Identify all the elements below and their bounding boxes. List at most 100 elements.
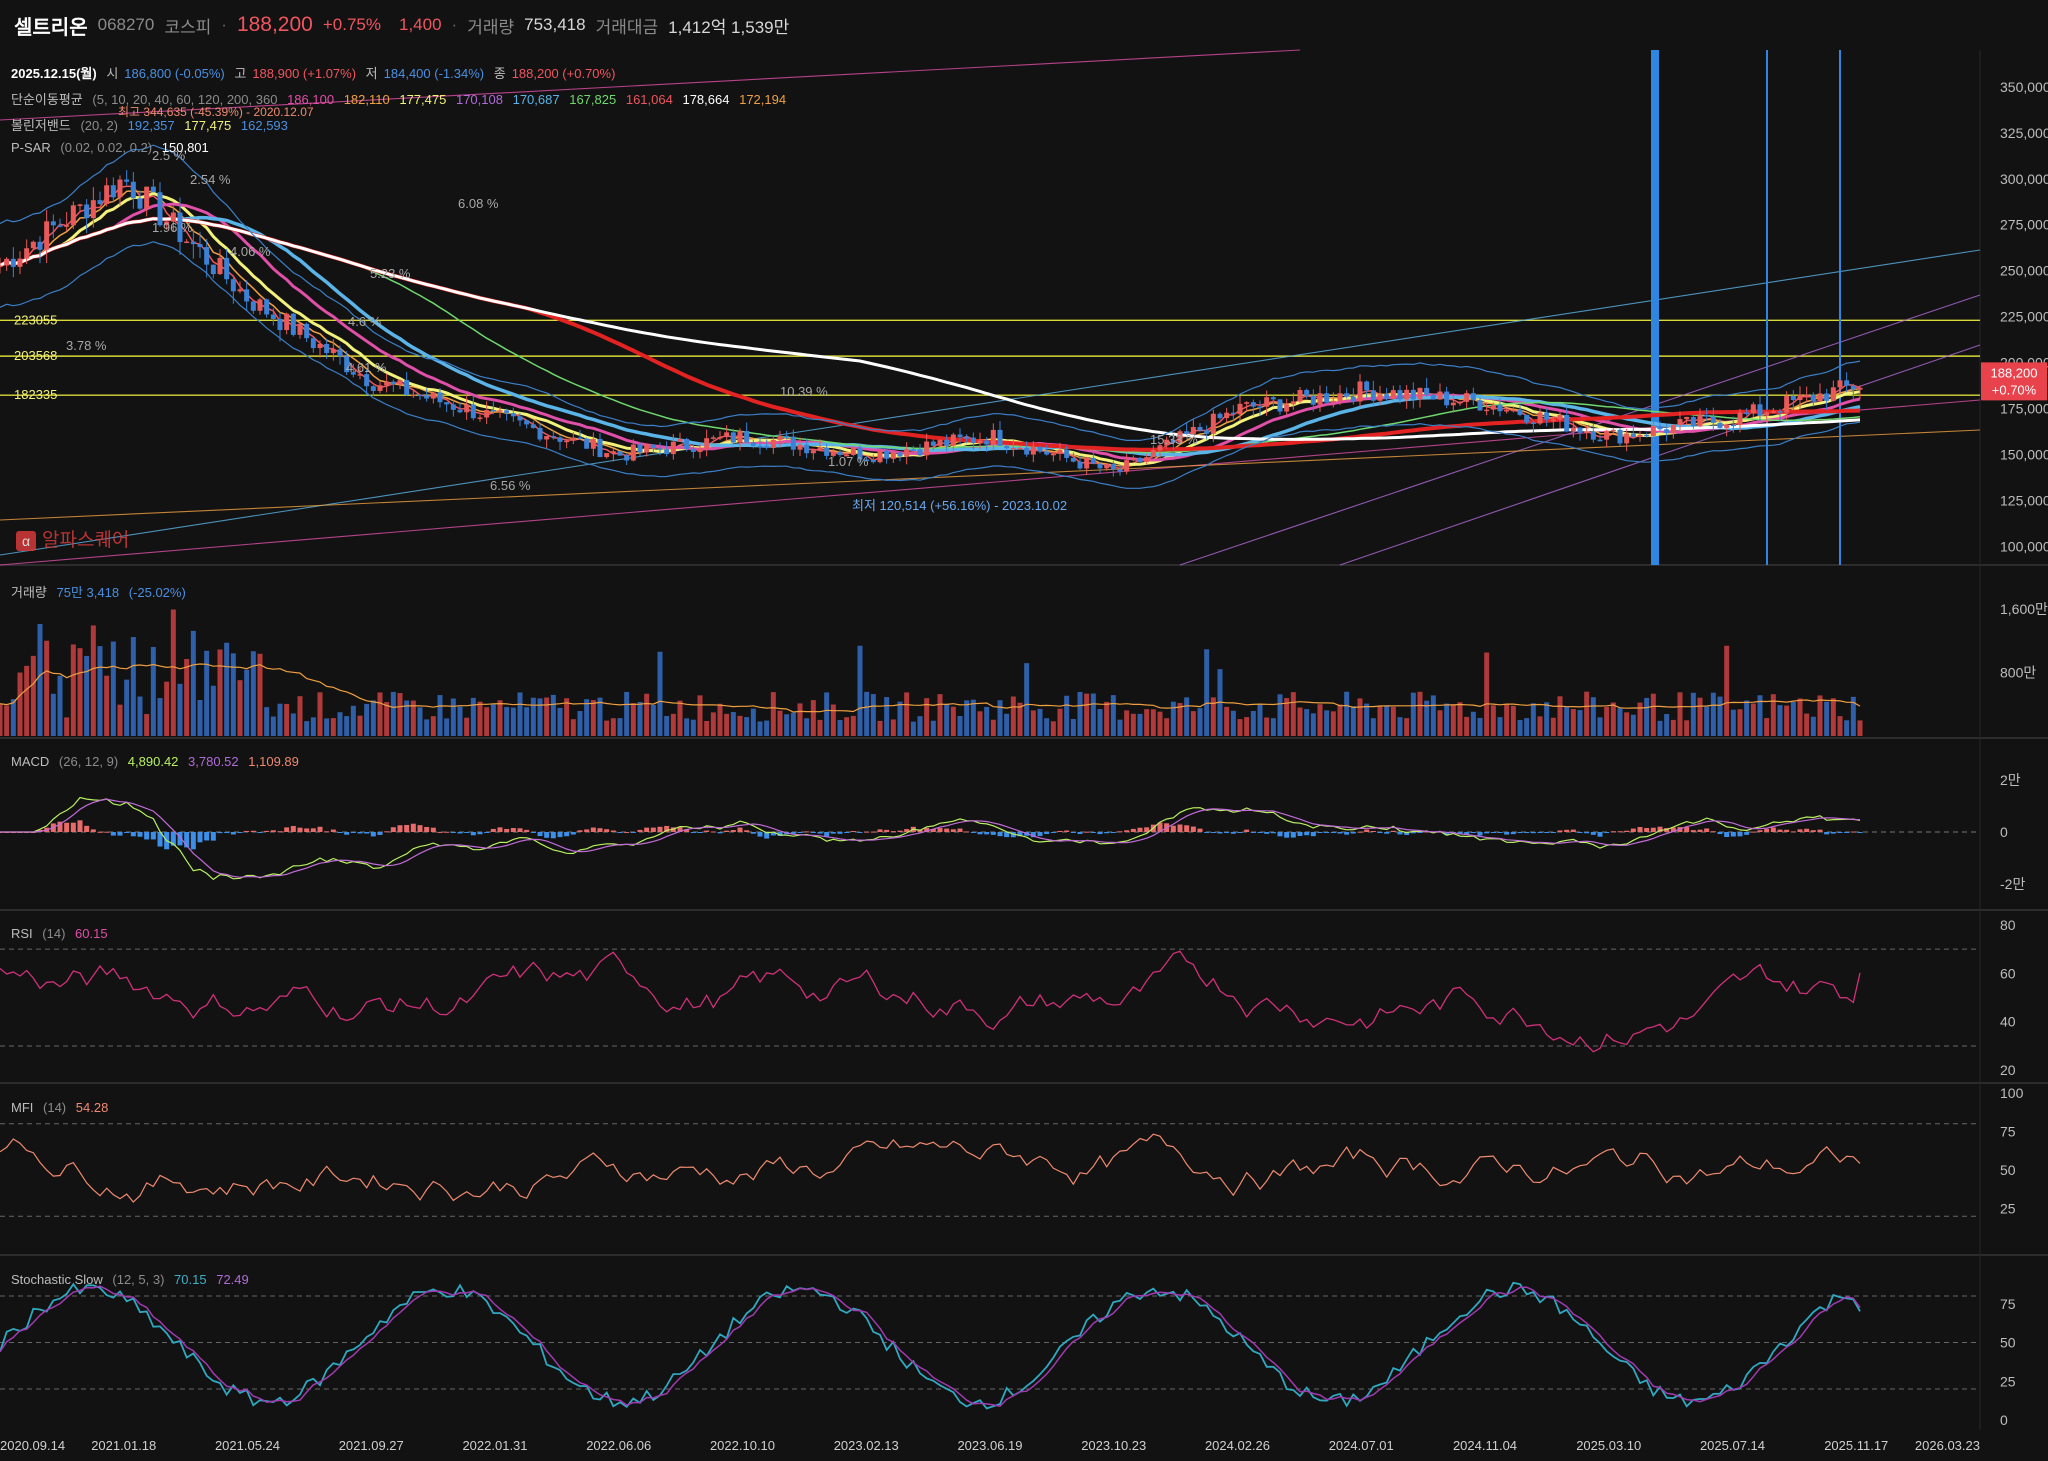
macd-histogram-bar <box>110 832 116 836</box>
candle-body <box>710 437 716 439</box>
candle-body <box>1124 460 1130 472</box>
macd-histogram-bar <box>1797 829 1803 832</box>
volume-bar <box>937 694 943 736</box>
stock-code: 068270 <box>97 15 155 34</box>
macd-histogram-bar <box>644 827 650 832</box>
candle-body <box>550 436 556 438</box>
rsi-axis-tick-label: 20 <box>2000 1062 2016 1078</box>
candle-body <box>1437 391 1443 400</box>
volume-bar <box>370 700 376 736</box>
candle-body <box>1297 390 1303 402</box>
volume-bar <box>1310 713 1316 736</box>
macd-histogram-bar <box>730 830 736 832</box>
candle-body <box>1170 439 1176 443</box>
bollinger-legend: 볼린저밴드 (20, 2) 192,357 177,475 162,593 <box>11 115 294 134</box>
volume-bar <box>757 721 763 736</box>
macd-histogram-bar <box>864 831 870 833</box>
macd-histogram-bar <box>184 832 190 848</box>
macd-histogram-bar <box>1577 832 1583 833</box>
volume-bar <box>1444 703 1450 736</box>
macd-histogram-bar <box>1037 832 1043 837</box>
volume-bar <box>1730 709 1736 736</box>
macd-histogram-bar <box>1657 826 1663 832</box>
macd-histogram-bar <box>1397 832 1403 835</box>
candle-body <box>504 410 510 414</box>
x-axis-tick-label: 2023.10.23 <box>1081 1438 1146 1453</box>
candle-body <box>1650 425 1656 436</box>
volume-bar <box>1630 714 1636 736</box>
volume-bar <box>1257 704 1263 736</box>
retracement-label: 6.08 % <box>458 196 499 211</box>
volume-bar <box>37 623 43 736</box>
macd-histogram-bar <box>1457 832 1463 835</box>
macd-histogram-bar <box>1737 832 1743 837</box>
macd-histogram-bar <box>1344 832 1350 835</box>
volume-bar <box>1164 718 1170 736</box>
macd-histogram-bar <box>504 828 510 832</box>
volume-bar <box>1117 719 1123 736</box>
macd-histogram-bar <box>1384 832 1390 834</box>
macd-histogram-bar <box>984 832 990 835</box>
candle-body <box>444 402 450 405</box>
volume-bar <box>1490 705 1496 736</box>
macd-histogram-bar <box>737 827 743 832</box>
candle-body <box>124 179 130 182</box>
candle-body <box>1164 439 1170 446</box>
current-price: 188,200 <box>236 13 313 36</box>
market-label: 코스피 <box>164 17 212 37</box>
volume-bar <box>164 681 170 736</box>
candle-body <box>397 380 403 385</box>
macd-histogram-bar <box>470 832 476 836</box>
candle-body <box>517 416 523 421</box>
candle-body <box>0 265 3 267</box>
candle-body <box>1350 396 1356 402</box>
candle-body <box>1104 463 1110 469</box>
macd-histogram-bar <box>1097 832 1103 835</box>
macd-histogram-bar <box>1710 831 1716 833</box>
volume-bar <box>877 720 883 736</box>
mfi-label: MFI <box>11 1100 34 1115</box>
candle-body <box>1184 431 1190 434</box>
macd-histogram-bar <box>337 832 343 833</box>
candle-body <box>470 404 476 419</box>
macd-histogram-bar <box>357 832 363 834</box>
volume-bar <box>730 712 736 736</box>
volume-bar <box>1797 698 1803 736</box>
macd-histogram-bar <box>1550 832 1556 833</box>
volume-bar <box>857 645 863 736</box>
candle-body <box>424 395 430 399</box>
retracement-label: 4.6 % <box>348 314 382 329</box>
volume-bar <box>264 707 270 736</box>
candle-body <box>1677 419 1683 425</box>
candle-body <box>1070 457 1076 462</box>
candle-body <box>1190 427 1196 434</box>
volume-bar <box>1510 705 1516 736</box>
volume-bar <box>1484 652 1490 736</box>
macd-histogram-bar <box>350 832 356 833</box>
volume-bar <box>1017 702 1023 736</box>
stock-name[interactable]: 셀트리온 <box>14 16 88 39</box>
volume-bar <box>1837 716 1843 736</box>
volume-bar <box>497 700 503 736</box>
candle-body <box>630 444 636 461</box>
candle-body <box>1237 403 1243 415</box>
price-axis-tick-label: 250,000 <box>2000 263 2048 279</box>
candle-body <box>1370 390 1376 401</box>
macd-histogram-bar <box>704 830 710 832</box>
price-axis-tick-label: 175,000 <box>2000 401 2048 417</box>
volume-bar <box>1264 717 1270 736</box>
volume-bar <box>1657 720 1663 736</box>
volume-bar <box>1177 703 1183 736</box>
price-badge-pct: +0.70% <box>1992 382 2037 397</box>
macd-histogram-bar <box>1244 829 1250 832</box>
candle-body <box>957 434 963 438</box>
trend-line <box>0 249 1981 556</box>
ma60-line <box>0 215 1861 457</box>
macd-histogram-bar <box>1617 831 1623 833</box>
macd-histogram-bar <box>610 830 616 832</box>
volume-bar <box>704 720 710 736</box>
volume-bar <box>677 700 683 736</box>
ma-value-60: 170,687 <box>512 92 560 107</box>
volume-bar <box>657 651 663 736</box>
